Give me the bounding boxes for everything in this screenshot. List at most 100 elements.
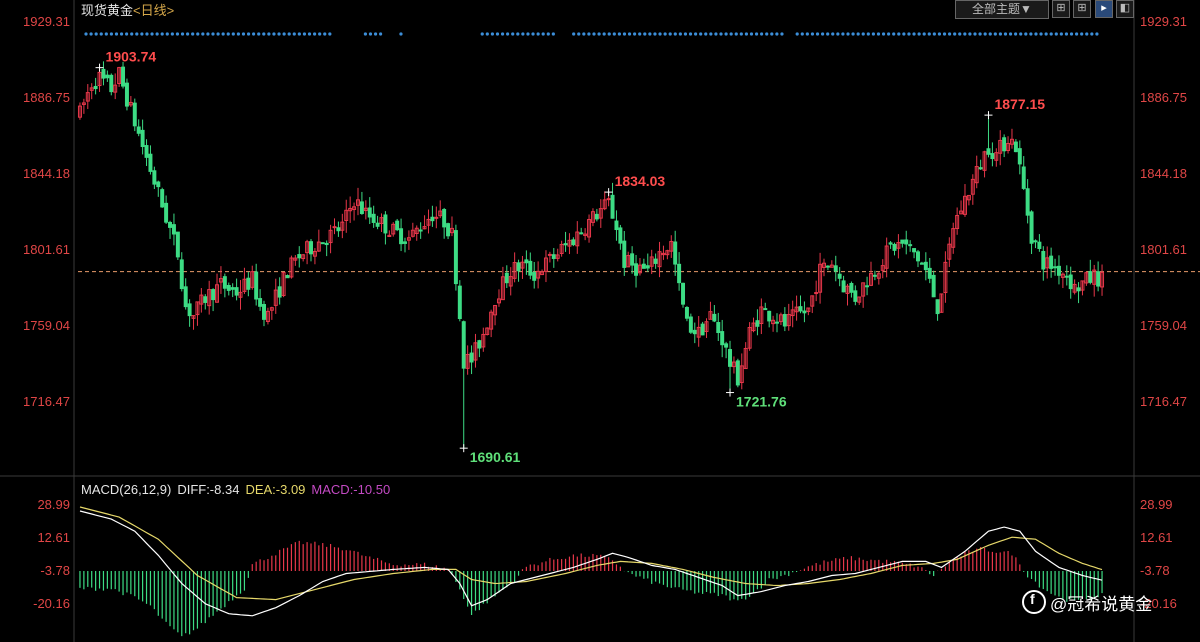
- candle-body: [250, 271, 255, 288]
- signal-dot: [668, 32, 672, 36]
- candlestick-series: [77, 61, 1105, 449]
- signal-dot: [612, 32, 616, 36]
- chart-mode-icon[interactable]: ▸: [1095, 0, 1113, 18]
- extreme-label: 1877.15: [994, 96, 1045, 112]
- candle-body: [598, 208, 603, 219]
- candle-body: [453, 230, 458, 285]
- signal-dot: [1080, 32, 1084, 36]
- candle-body: [191, 315, 196, 319]
- candle-body: [449, 227, 454, 234]
- y-tick-label-left: 1716.47: [23, 394, 70, 409]
- signal-dot: [673, 32, 677, 36]
- signal-dot: [236, 32, 240, 36]
- signal-dot: [211, 32, 215, 36]
- candle-body: [923, 261, 928, 271]
- watermark-text: @冠希说黄金: [1050, 595, 1153, 614]
- signal-dot: [186, 32, 190, 36]
- signal-dot: [526, 32, 530, 36]
- candle-body: [516, 262, 521, 272]
- signal-dot: [140, 32, 144, 36]
- macd-y-axis: 28.99 28.99 12.61 12.61 -3.78 -3.78 -20.16 -20.…: [33, 497, 1177, 611]
- signal-dot: [887, 32, 891, 36]
- signal-dot: [506, 32, 510, 36]
- candle-body: [822, 262, 826, 268]
- signal-dot: [302, 32, 307, 36]
- candle-body: [1080, 280, 1085, 291]
- candle-body: [641, 263, 646, 269]
- signal-dot: [643, 32, 647, 36]
- signal-dot: [323, 32, 327, 36]
- candle-body: [1056, 265, 1061, 276]
- candle-body: [1037, 241, 1042, 250]
- crosshair-icon[interactable]: ⊞: [1052, 0, 1070, 18]
- candle-body: [947, 243, 952, 260]
- signal-dot: [170, 32, 174, 36]
- signal-dot: [602, 32, 606, 36]
- signal-dot: [922, 32, 926, 36]
- candle-body: [344, 209, 349, 221]
- y-axis-right: 1929.31 1886.75 1844.18 1801.61 1759.04 1716.…: [1140, 14, 1187, 409]
- candle-body: [751, 322, 756, 332]
- signal-dot: [836, 32, 840, 36]
- signal-dot: [1024, 32, 1028, 36]
- y-axis-left: 1929.31 1886.75 1844.18 1801.61 1759.04 1716.…: [23, 14, 70, 409]
- candle-body: [986, 148, 991, 155]
- instrument-name: 现货黄金: [81, 3, 134, 18]
- candle-body: [1076, 287, 1081, 292]
- signal-dot: [795, 32, 799, 36]
- signal-dot: [963, 32, 967, 36]
- candle-body: [908, 244, 913, 247]
- candle-body: [332, 226, 337, 229]
- candle-body: [281, 272, 286, 296]
- signal-dot: [1039, 32, 1043, 36]
- signal-dot: [826, 32, 830, 36]
- candle-body: [704, 321, 709, 332]
- signal-dot: [968, 32, 972, 36]
- candle-body: [265, 310, 270, 322]
- candle-body: [919, 262, 924, 265]
- extreme-label: 1834.03: [615, 173, 666, 189]
- signal-dot: [744, 32, 749, 36]
- candle-body: [900, 239, 905, 244]
- candle-body: [970, 178, 975, 195]
- signal-dot: [318, 32, 322, 36]
- signal-dot: [1090, 32, 1094, 36]
- candle-body: [148, 153, 153, 172]
- signal-dot: [511, 32, 515, 36]
- signal-dot: [328, 32, 332, 36]
- candle-body: [305, 241, 310, 254]
- candle-body: [395, 220, 400, 231]
- signal-dot: [180, 32, 185, 36]
- signal-dot: [1049, 32, 1053, 36]
- signal-dot: [495, 32, 500, 36]
- signal-dot: [490, 32, 494, 36]
- signal-dot: [307, 32, 312, 36]
- y-tick-label-right: 1801.61: [1140, 242, 1187, 257]
- candle-body: [888, 242, 893, 245]
- signal-dot: [775, 32, 779, 36]
- candle-body: [1092, 269, 1097, 285]
- candle-body: [489, 311, 494, 330]
- period-selector[interactable]: <日线>: [133, 3, 175, 18]
- candle-body: [312, 250, 317, 257]
- candle-body: [203, 296, 208, 303]
- grid-icon[interactable]: ⊞: [1073, 0, 1091, 18]
- macd-tick-label-left: -3.78: [40, 563, 70, 578]
- candle-body: [771, 319, 776, 325]
- candle-body: [845, 285, 850, 294]
- signal-dot: [119, 32, 124, 36]
- candle-body: [508, 276, 513, 287]
- candle-body: [931, 274, 936, 298]
- candle-body: [1049, 255, 1054, 269]
- signal-dot: [379, 32, 383, 36]
- signal-dot: [607, 32, 611, 36]
- candle-body: [363, 207, 368, 212]
- candle-body: [990, 153, 995, 160]
- theme-dropdown-button[interactable]: 全部主题▼: [955, 0, 1049, 19]
- sidebar-toggle-icon[interactable]: ◧: [1116, 0, 1134, 18]
- candle-body: [935, 299, 940, 315]
- candle-body: [179, 259, 184, 290]
- macd-tick-label-right: -3.78: [1140, 563, 1170, 578]
- signal-dot: [272, 32, 276, 36]
- candle-body: [720, 331, 725, 346]
